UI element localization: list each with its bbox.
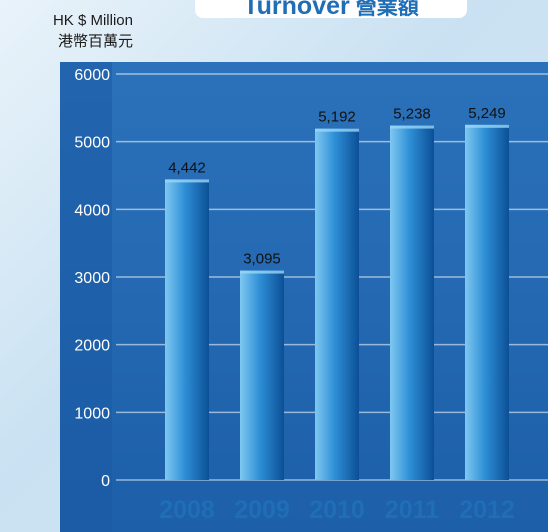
chart-title: Turnover 營業額 xyxy=(195,0,467,20)
y-tick-label: 5000 xyxy=(74,135,110,152)
y-tick-label: 6000 xyxy=(74,67,110,84)
bar-top-highlight xyxy=(315,128,359,132)
y-tick-label: 2000 xyxy=(74,338,110,355)
x-category-label: 2009 xyxy=(234,496,290,524)
bar-value-label: 4,442 xyxy=(168,159,206,176)
bar-value-label: 5,238 xyxy=(393,106,431,123)
chart-title-en: Turnover xyxy=(243,0,350,20)
bar xyxy=(240,270,284,480)
y-axis-unit-line2: 港幣百萬元 xyxy=(57,33,133,50)
y-axis-unit-line1: HK $ Million xyxy=(52,12,133,29)
bar-value-label: 3,095 xyxy=(243,251,281,268)
bar xyxy=(390,125,434,480)
x-category-label: 2008 xyxy=(159,496,215,524)
y-tick-label: 4000 xyxy=(74,202,110,219)
bar xyxy=(315,128,359,480)
y-tick-label: 1000 xyxy=(74,405,110,422)
x-category-label: 2010 xyxy=(309,496,365,524)
bar-top-highlight xyxy=(240,270,284,274)
y-axis-strip xyxy=(60,62,112,532)
bar-value-label: 5,192 xyxy=(318,109,356,126)
chart-title-zh: 營業額 xyxy=(355,0,419,19)
bar-top-highlight xyxy=(390,125,434,129)
bar xyxy=(465,124,509,481)
y-tick-label: 0 xyxy=(101,473,110,490)
y-axis-unit-label: HK $ Million 港幣百萬元 xyxy=(18,10,133,52)
x-category-label: 2011 xyxy=(385,496,439,524)
bar-top-highlight xyxy=(465,124,509,128)
y-tick-label: 3000 xyxy=(74,270,110,287)
bar-top-highlight xyxy=(165,179,209,183)
bar-value-label: 5,249 xyxy=(468,105,506,122)
x-category-label: 2012 xyxy=(459,496,515,524)
bar xyxy=(165,179,209,480)
